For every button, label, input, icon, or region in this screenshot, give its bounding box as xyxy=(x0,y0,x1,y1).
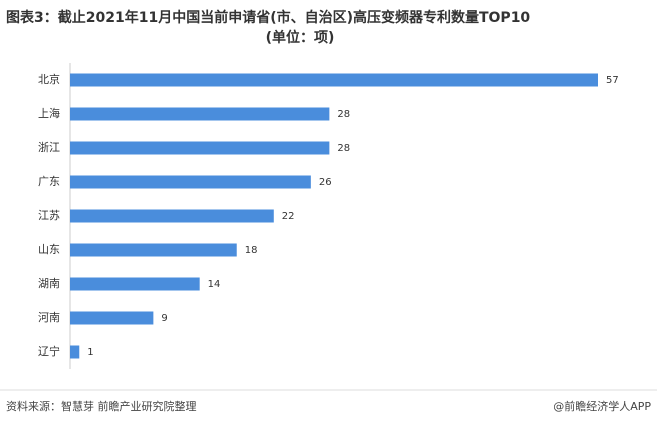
chart-title-line: 图表3：截止2021年11月中国当前申请省(市、自治区)高压变频器专利数量TOP… xyxy=(6,9,530,26)
category-label: 辽宁 xyxy=(38,344,60,358)
bar xyxy=(70,73,598,87)
bar xyxy=(70,141,330,155)
value-label: 28 xyxy=(337,143,350,154)
chart-title-line: (单位：项) xyxy=(266,29,335,46)
value-label: 14 xyxy=(208,279,221,290)
bar xyxy=(70,243,237,257)
bar xyxy=(70,311,154,325)
bar xyxy=(70,345,80,359)
value-label: 26 xyxy=(319,177,332,188)
category-label: 浙江 xyxy=(38,141,60,154)
category-label: 江苏 xyxy=(38,209,60,222)
value-label: 1 xyxy=(87,347,93,358)
category-label: 山东 xyxy=(38,243,60,256)
category-label: 河南 xyxy=(38,311,60,324)
value-label: 28 xyxy=(337,109,350,120)
category-label: 上海 xyxy=(38,106,60,120)
brand: @前瞻经济学人APP xyxy=(553,399,651,413)
bar xyxy=(70,209,274,223)
value-label: 22 xyxy=(282,211,295,222)
category-label: 北京 xyxy=(38,72,60,86)
source: 资料来源：智慧芽 前瞻产业研究院整理 xyxy=(6,399,197,413)
value-label: 57 xyxy=(606,75,619,86)
bar xyxy=(70,175,311,189)
value-label: 9 xyxy=(161,313,167,324)
category-label: 广东 xyxy=(38,175,60,188)
value-label: 18 xyxy=(245,245,258,256)
bar xyxy=(70,107,330,121)
bar xyxy=(70,277,200,291)
category-label: 湖南 xyxy=(38,277,60,290)
